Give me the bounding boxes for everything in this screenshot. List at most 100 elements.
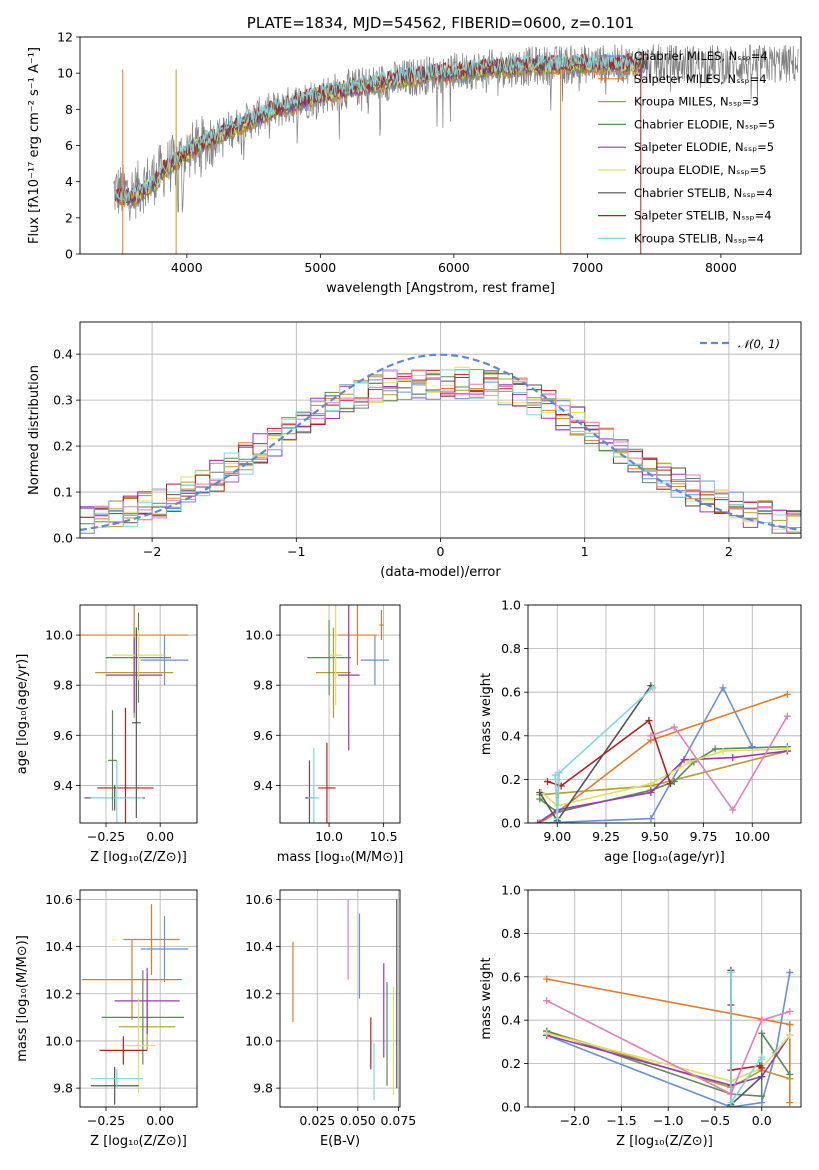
y-tick-label: 0.6 [501, 685, 521, 700]
data-point-marker [758, 1099, 766, 1107]
spectrum-axes: 4000 5000 6000 7000 8000 0 2 4 6 8 10 12 wavelength … [27, 30, 737, 297]
data-point-marker [727, 968, 735, 976]
x-tick-label: 0.075 [380, 1113, 416, 1128]
y-tick-label: 10.6 [45, 892, 73, 907]
y-tick-label: 10.0 [45, 1033, 73, 1048]
x-tick-label: 2 [725, 544, 733, 559]
y-tick-label: 9.8 [253, 678, 273, 693]
spectrum-frame [79, 36, 802, 255]
y-tick-label: 9.6 [53, 728, 73, 743]
y-axis-label: Flux [fλ10⁻¹⁷ erg cm⁻² s⁻¹ A⁻¹] [27, 47, 42, 244]
y-tick-label: 0.2 [53, 439, 73, 454]
x-tick-label: −0.25 [87, 829, 125, 844]
data-point-marker [729, 806, 737, 814]
data-point-marker [553, 815, 561, 823]
y-tick-label: 9.8 [253, 1081, 273, 1096]
data-point-marker [711, 745, 719, 753]
series-line [546, 999, 791, 1096]
residuals-axes: −2 −1 0 1 2 0.0 0.1 0.2 0.3 0.4 (data-model)/error… [27, 322, 801, 580]
histogram-step [80, 369, 801, 534]
data-point-marker [551, 771, 559, 779]
x-tick-label: −2 [143, 544, 161, 559]
age_vs_mass-frame [279, 604, 401, 824]
data-point-marker [666, 780, 674, 788]
x-tick-label: 10.5 [370, 829, 398, 844]
data-point-marker [686, 758, 694, 766]
x-tick-label: 7000 [571, 260, 603, 275]
x-axis-label: Z [log₁₀(Z/Z⊙)] [90, 850, 187, 865]
legend-label: Chabrier STELIB, Nₛₛₚ=4 [634, 186, 773, 200]
y-tick-label: 10.0 [245, 1033, 273, 1048]
x-tick-label: 9.25 [592, 829, 620, 844]
data-point-marker [786, 968, 794, 976]
ebv-plot [292, 899, 398, 1100]
data-point-marker [534, 819, 542, 823]
x-tick-label: −1.0 [653, 1113, 683, 1128]
y-tick-label: 9.4 [53, 778, 73, 793]
data-point-marker [786, 1031, 794, 1039]
data-point-marker [719, 747, 727, 755]
age_vs_Z-axes: −0.25 0.00 9.4 9.6 9.8 10.0 Z [log₁₀(Z/Z⊙)] age… [15, 605, 197, 865]
y-tick-label: 10.4 [45, 939, 73, 954]
legend-label: Kroupa ELODIE, Nₛₛₚ=5 [634, 163, 767, 177]
data-point-marker [786, 1099, 794, 1107]
legend-label: Chabrier MILES, Nₛₛₚ=4 [634, 49, 768, 63]
series-line [539, 686, 754, 823]
y-tick-label: 0.4 [501, 728, 521, 743]
data-point-marker [727, 1099, 735, 1107]
ebv-frame [279, 889, 401, 1108]
y-tick-label: 0.8 [501, 926, 521, 941]
weight_vs_age-frame [527, 604, 802, 824]
data-point-marker [758, 1029, 766, 1037]
age_vs_mass-axes: 10.0 10.5 9.4 9.6 9.8 10.0 mass [log₁₀(M/M⊙)] [245, 605, 403, 865]
data-point-marker [729, 754, 737, 762]
data-point-marker [647, 732, 655, 740]
y-tick-label: 0.1 [53, 485, 73, 500]
y-tick-label: 10.6 [245, 892, 273, 907]
legend-label: Salpeter MILES, Nₛₛₚ=4 [634, 72, 767, 86]
y-tick-label: 0.4 [53, 347, 73, 362]
histogram-plot [80, 353, 801, 534]
x-tick-label: 0.0 [752, 1113, 772, 1128]
weight_vs_age-plot [534, 682, 791, 823]
x-axis-label: (data-model)/error [380, 565, 501, 580]
x-tick-label: −0.5 [700, 1113, 730, 1128]
y-tick-label: 0 [65, 247, 73, 262]
legend-label: Chabrier ELODIE, Nₛₛₚ=5 [634, 117, 775, 131]
data-point-marker [649, 684, 657, 692]
normal-curve [80, 353, 801, 531]
x-tick-label: 0 [437, 544, 445, 559]
y-tick-label: 10 [57, 66, 73, 81]
mass_vs_Z-frame [79, 889, 198, 1108]
legend-label: Salpeter ELODIE, Nₛₛₚ=5 [634, 140, 774, 154]
x-axis-label: Z [log₁₀(Z/Z⊙)] [616, 1134, 713, 1149]
x-tick-label: 9.50 [641, 829, 669, 844]
data-point-marker [555, 769, 563, 777]
data-point-marker [647, 780, 655, 788]
y-axis-label: age [log₁₀(age/yr)] [15, 654, 30, 775]
histogram-frame [79, 321, 802, 539]
weight_vs_Z-axes: −2.0 −1.5 −1.0 −0.5 0.0 0.0 0.2 0.4 0.6 0.8 1.0 Z [… [479, 883, 801, 1149]
data-point-marker [786, 1021, 794, 1029]
x-tick-label: 9.75 [690, 829, 718, 844]
data-point-marker [748, 743, 756, 751]
x-tick-label: −1 [287, 544, 305, 559]
y-axis-label: mass [log₁₀(M/M⊙)] [15, 935, 30, 1062]
x-tick-label: 4000 [171, 260, 203, 275]
data-point-marker [645, 717, 653, 725]
y-tick-label: 10.2 [45, 986, 73, 1001]
x-axis-label: wavelength [Angstrom, rest frame] [326, 281, 555, 296]
x-axis-label: mass [log₁₀(M/M⊙)] [277, 850, 404, 865]
x-tick-label: 0.00 [146, 829, 174, 844]
spectrum-legend: Chabrier MILES, Nₛₛₚ=4 Salpeter MILES, Nₛ… [598, 49, 775, 245]
data-point-marker [758, 1064, 766, 1072]
y-tick-label: 0.6 [501, 969, 521, 984]
y-tick-label: 1.0 [501, 883, 521, 898]
x-axis-label: Z [log₁₀(Z/Z⊙)] [90, 1134, 187, 1149]
y-axis-label: mass weight [479, 957, 494, 1039]
data-point-marker [543, 1029, 551, 1037]
x-axis-label: age [log₁₀(age/yr)] [604, 850, 725, 865]
y-tick-label: 9.4 [253, 778, 273, 793]
spectrum-model-line [114, 52, 640, 202]
